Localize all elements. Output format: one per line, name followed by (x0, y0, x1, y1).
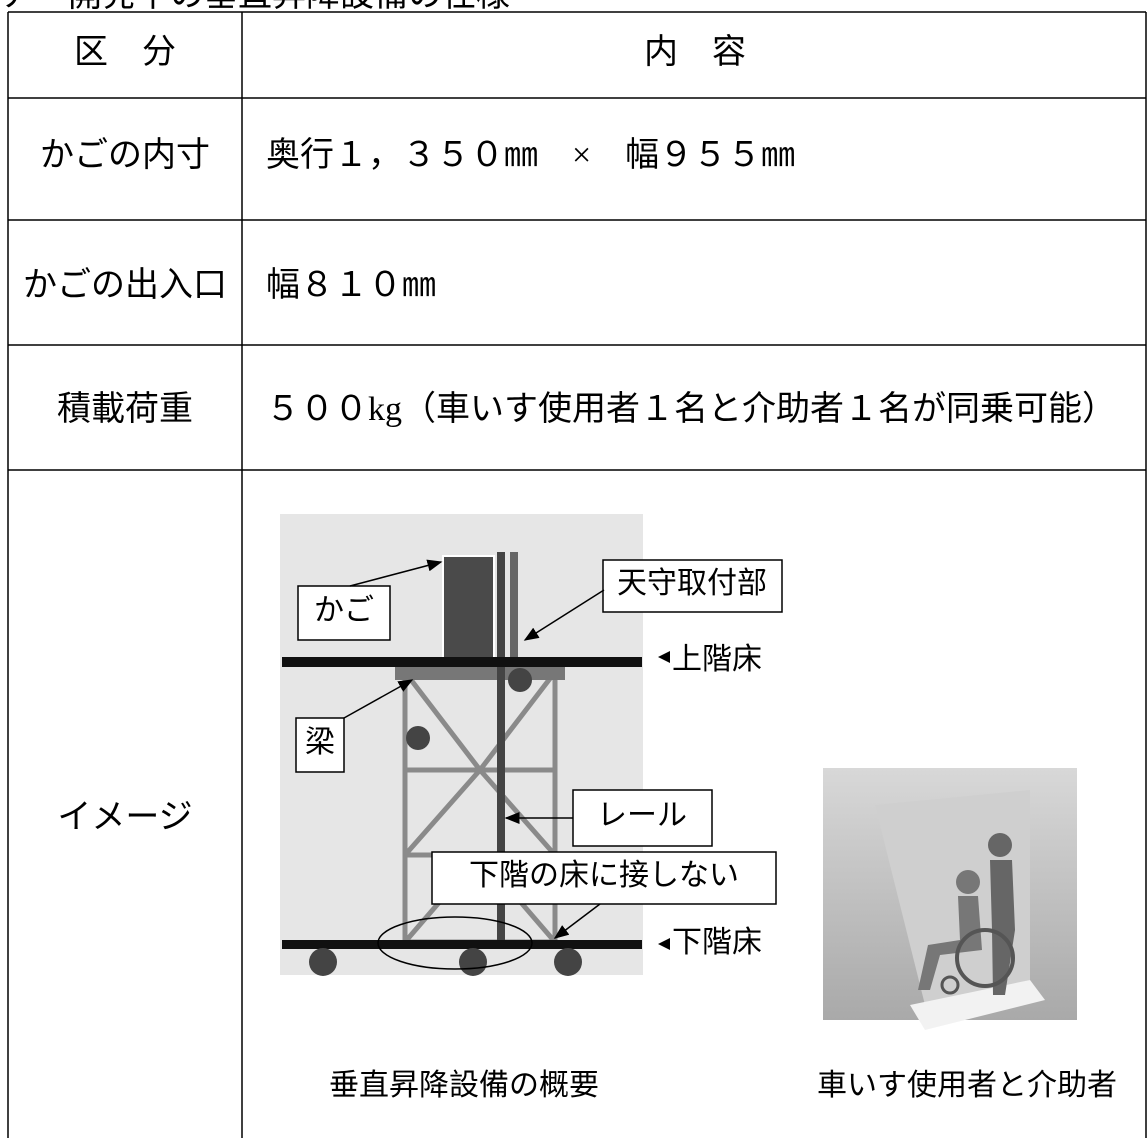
row-label: かごの出入口 (23, 266, 227, 304)
row-label: かごの内寸 (40, 136, 210, 174)
caption: 車いす使用者と介助者 (817, 1069, 1117, 1102)
figure-label: かご (314, 594, 374, 627)
cell: 奥行１，３５０㎜ × 幅９５５㎜ (266, 136, 795, 174)
figure-label: 天守取付部 (617, 567, 767, 600)
wheelchair-image (823, 768, 1077, 1030)
lift-diagram (280, 514, 783, 976)
header-cell: 区 分 (74, 34, 176, 71)
cell: ５００kg（車いす使用者１名と介助者１名が同乗可能） (266, 390, 1116, 428)
table-grid (7, 11, 1147, 1138)
figure-label: レール (597, 799, 687, 832)
cell: 幅８１０㎜ (266, 266, 436, 304)
row-label: 積載荷重 (57, 390, 193, 428)
figure-label: 下階床 (672, 926, 762, 959)
header-cell: 内 容 (644, 33, 746, 71)
figure-label: 上階床 (672, 643, 762, 676)
figure-label: 梁 (305, 726, 335, 759)
caption: 垂直昇降設備の概要 (329, 1069, 599, 1102)
heading: ア 開発中の垂直昇降設備の仕様 (0, 0, 510, 14)
figure-label: 下階の床に接しない (469, 859, 739, 892)
row-label: イメージ (57, 799, 192, 836)
